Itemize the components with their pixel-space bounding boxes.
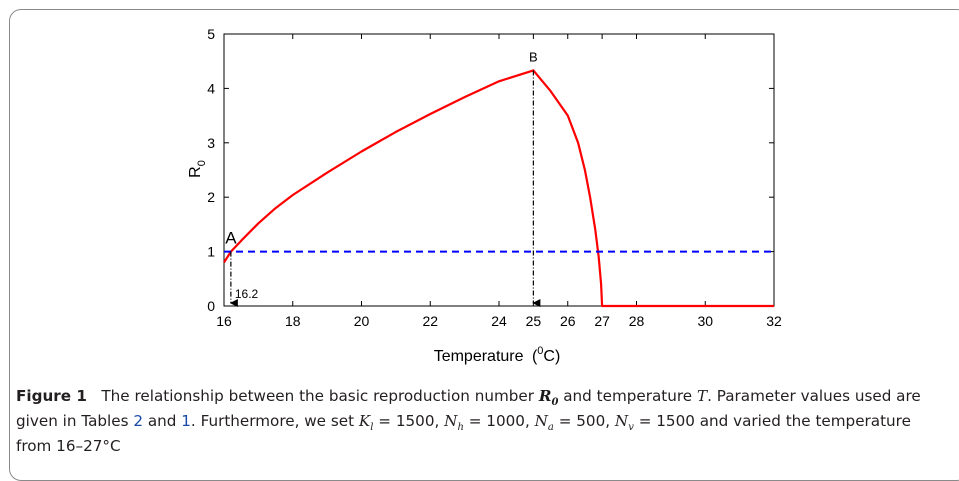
x-tick-label: 24 — [491, 313, 507, 329]
nv-symbol: Nv — [614, 412, 634, 434]
x-axis-label: Temperature (0C) — [434, 345, 561, 365]
plot-area-box — [223, 33, 775, 307]
x-tick-label: 26 — [560, 313, 576, 329]
t-symbol: T — [696, 387, 708, 405]
y-tick-label: 2 — [207, 189, 215, 205]
annotation-label: A — [225, 229, 237, 248]
annotation-label: B — [529, 49, 538, 64]
kl-symbol: Kl — [358, 412, 374, 434]
y-tick-label: 0 — [207, 298, 215, 314]
na-value: = 500, — [558, 412, 611, 430]
x-tick-label: 22 — [422, 313, 438, 329]
caption-and: and — [147, 412, 177, 430]
y-tick-label: 4 — [207, 80, 215, 96]
x-tick-label: 25 — [526, 313, 542, 329]
figure-caption: Figure 1 The relationship between the ba… — [16, 384, 951, 459]
caption-text-4: . Furthermore, we set — [190, 412, 355, 430]
y-tick-label: 5 — [207, 26, 215, 42]
figure-label: Figure 1 — [16, 387, 87, 405]
caption-text-3: . Parameter values used are given in Tab… — [16, 387, 921, 430]
nh-symbol: Nh — [444, 412, 464, 434]
kl-value: = 1500, — [378, 412, 440, 430]
caption-text-1: The relationship between the basic repro… — [101, 387, 534, 405]
y-tick-label: 3 — [207, 135, 215, 151]
x-axis-unit-suffix: C — [543, 348, 555, 365]
y-axis-label-main: R — [187, 166, 204, 178]
na-symbol: Na — [534, 412, 554, 434]
r0-curve — [223, 69, 774, 308]
caption-text-2: and temperature — [563, 387, 693, 405]
x-axis-label-text: Temperature — [434, 348, 524, 365]
x-tick-label: 18 — [285, 313, 301, 329]
chart-series — [223, 69, 774, 308]
caption-text-5: and varied the temperature from 16–27°C — [16, 412, 911, 455]
y-axis-label-sub: 0 — [196, 160, 208, 166]
x-tick-label: 27 — [594, 313, 610, 329]
y-tick-label: 1 — [207, 244, 215, 260]
chart: 16 18 20 22 24 25 26 27 28 30 32 0 1 2 3 4 5 A 16.2 B Temp… — [187, 26, 782, 365]
x-tick-label: 28 — [629, 313, 645, 329]
nv-value: = 1500 — [638, 412, 695, 430]
chart-annotations: A 16.2 B — [225, 49, 541, 307]
x-tick-label: 32 — [766, 313, 782, 329]
chart-axes: 16 18 20 22 24 25 26 27 28 30 32 0 1 2 3 4 5 — [207, 26, 782, 329]
table-link-2[interactable]: 2 — [133, 412, 144, 430]
x-tick-label: 30 — [697, 313, 713, 329]
x-axis-unit-sup: 0 — [537, 345, 543, 357]
y-axis-label: R0 — [187, 160, 208, 178]
table-link-1[interactable]: 1 — [181, 412, 191, 430]
x-tick-label: 20 — [354, 313, 370, 329]
r0-symbol: R0 — [538, 387, 559, 409]
annotation-value-label: 16.2 — [235, 287, 259, 301]
x-tick-label: 16 — [216, 313, 232, 329]
nh-value: = 1000, — [468, 412, 530, 430]
